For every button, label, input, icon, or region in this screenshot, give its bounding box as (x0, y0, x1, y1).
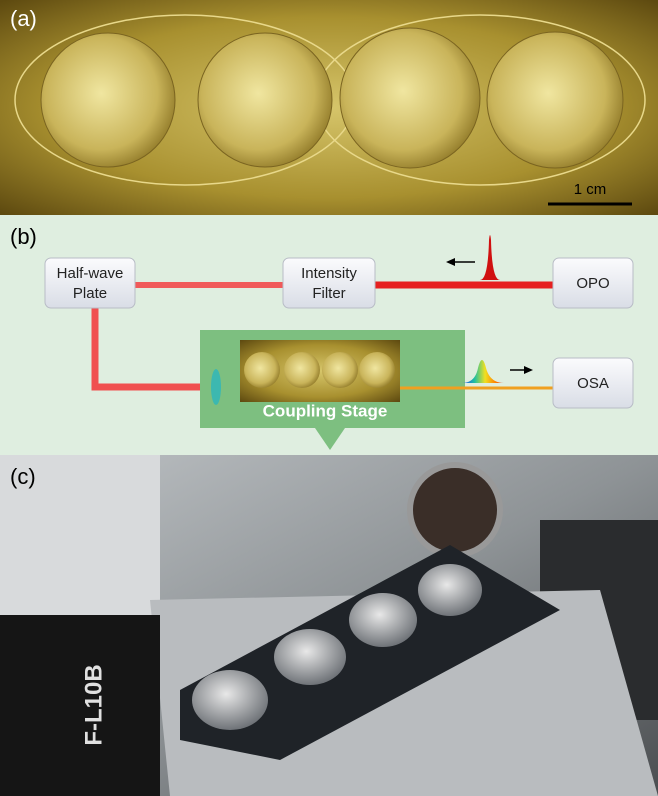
panel-label: (c) (10, 464, 36, 489)
panel-b: (b) Coupling Stage Half-wave Plate Inten… (0, 215, 658, 455)
panel-label: (a) (10, 6, 37, 31)
resonator-disc (198, 33, 332, 167)
panel-label: (b) (10, 224, 37, 249)
resonator-disc (349, 593, 417, 647)
figure: (a) 1 cm (b) Coupling Stage Half-wave Pl… (0, 0, 658, 796)
thumbnail-disc (322, 352, 358, 388)
node-label: OPO (576, 275, 609, 292)
resonator-disc (487, 32, 623, 168)
node: OSA (553, 358, 633, 408)
resonator-disc (418, 564, 482, 616)
node: Half-wave Plate (45, 258, 135, 308)
lens-mount (410, 465, 500, 555)
node: OPO (553, 258, 633, 308)
node: Intensity Filter (283, 258, 375, 308)
resonator-disc (274, 629, 346, 685)
thumbnail-disc (359, 352, 395, 388)
panel-c: F-L10B (c) (0, 455, 658, 796)
panel-a: (a) 1 cm (0, 0, 658, 215)
resonator-disc (41, 33, 175, 167)
lens (211, 369, 221, 405)
node-label: Half-wave (57, 265, 124, 282)
thumbnail-disc (284, 352, 320, 388)
lens-text: F-L10B (80, 664, 107, 745)
node-label: Filter (312, 285, 345, 302)
thumbnail-disc (244, 352, 280, 388)
node-label: Plate (73, 285, 107, 302)
stage-label: Coupling Stage (263, 401, 388, 420)
node-label: Intensity (301, 265, 357, 282)
node-label: OSA (577, 375, 609, 392)
resonator-disc (340, 28, 480, 168)
scale-bar-label: 1 cm (574, 181, 607, 198)
resonator-disc (192, 670, 268, 730)
